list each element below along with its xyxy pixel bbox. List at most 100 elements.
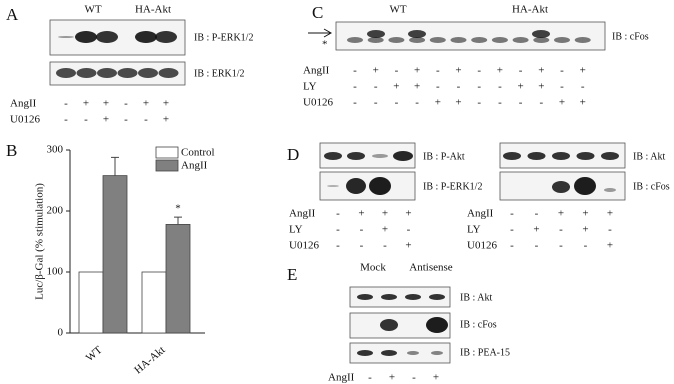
- band: [381, 294, 397, 300]
- band: [491, 37, 508, 43]
- blot: [349, 342, 451, 364]
- treatment-sign: +: [382, 208, 388, 220]
- treatment-sign: -: [84, 114, 88, 126]
- treatment-sign: +: [580, 65, 586, 77]
- treatment-sign: -: [559, 240, 563, 252]
- band: [471, 37, 488, 43]
- treatment-sign: +: [414, 65, 420, 77]
- treatment-sign: -: [395, 97, 399, 109]
- band: [96, 31, 118, 43]
- treatment-sign: -: [477, 97, 481, 109]
- band: [429, 294, 445, 300]
- group-label: WT: [389, 4, 406, 16]
- treatment-sign: -: [124, 98, 128, 110]
- treatment-sign: -: [336, 240, 340, 252]
- treatment-sign: -: [608, 224, 612, 236]
- band: [117, 68, 138, 78]
- band: [381, 350, 397, 356]
- band: [367, 37, 384, 43]
- row-label: U0126: [289, 240, 319, 252]
- band: [552, 152, 570, 160]
- treatment-sign: -: [560, 65, 564, 77]
- treatment-sign: -: [336, 224, 340, 236]
- treatment-sign: -: [360, 240, 364, 252]
- band: [380, 319, 398, 331]
- treatment-sign: -: [374, 97, 378, 109]
- band: [158, 68, 179, 78]
- treatment-sign: +: [103, 114, 109, 126]
- band: [532, 30, 550, 38]
- treatment-sign: -: [368, 372, 372, 384]
- treatment-sign: -: [374, 81, 378, 93]
- treatment-sign: -: [519, 65, 523, 77]
- band: [527, 152, 546, 160]
- treatment-sign: -: [412, 372, 416, 384]
- treatment-sign: -: [436, 81, 440, 93]
- treatment-sign: +: [143, 98, 149, 110]
- panel-letter: A: [6, 5, 19, 24]
- treatment-sign: +: [607, 208, 613, 220]
- treatment-sign: -: [539, 97, 543, 109]
- row-label: AngII: [328, 372, 355, 384]
- treatment-sign: +: [517, 81, 523, 93]
- treatment-sign: +: [414, 81, 420, 93]
- bar: [141, 271, 167, 334]
- y-tick-label: 100: [47, 266, 64, 278]
- row-label: LY: [303, 81, 317, 93]
- band: [388, 37, 405, 43]
- treatment-sign: +: [382, 224, 388, 236]
- x-tick-label: HA-Akt: [132, 344, 167, 376]
- treatment-sign: +: [433, 372, 439, 384]
- row-label: LY: [289, 224, 303, 236]
- group-label: HA-Akt: [135, 4, 171, 16]
- band: [135, 31, 157, 43]
- treatment-sign: -: [64, 114, 68, 126]
- x-tick-label: WT: [84, 344, 105, 364]
- treatment-sign: -: [477, 81, 481, 93]
- band: [347, 37, 363, 43]
- band: [393, 151, 413, 161]
- blot-label: IB : cFos: [460, 319, 497, 330]
- treatment-sign: -: [383, 240, 387, 252]
- panel-letter: C: [312, 3, 323, 22]
- treatment-sign: +: [163, 114, 169, 126]
- band: [533, 37, 550, 43]
- treatment-sign: -: [353, 65, 357, 77]
- row-label: U0126: [467, 240, 497, 252]
- blot: [349, 286, 451, 308]
- treatment-sign: -: [477, 65, 481, 77]
- treatment-sign: +: [103, 98, 109, 110]
- row-label: AngII: [467, 208, 494, 220]
- treatment-sign: +: [538, 81, 544, 93]
- band: [431, 351, 443, 355]
- treatment-sign: +: [582, 224, 588, 236]
- treatment-sign: -: [415, 97, 419, 109]
- band: [327, 185, 339, 187]
- treatment-sign: -: [559, 224, 563, 236]
- bar: [78, 271, 104, 334]
- treatment-sign: -: [510, 224, 514, 236]
- band: [155, 31, 177, 43]
- treatment-sign: -: [581, 81, 585, 93]
- band: [324, 152, 342, 160]
- treatment-sign: +: [455, 65, 461, 77]
- band-marker: *: [322, 39, 328, 51]
- treatment-sign: -: [457, 81, 461, 93]
- band: [574, 177, 596, 195]
- y-tick-label: 0: [58, 327, 64, 339]
- blot-label: IB : P-Akt: [423, 151, 465, 162]
- treatment-sign: -: [353, 97, 357, 109]
- group-label: Mock: [360, 262, 386, 274]
- treatment-sign: +: [607, 240, 613, 252]
- treatment-sign: +: [538, 65, 544, 77]
- legend-swatch: [155, 159, 179, 172]
- band: [56, 68, 76, 78]
- treatment-sign: -: [124, 114, 128, 126]
- row-label: AngII: [303, 65, 330, 77]
- treatment-sign: +: [358, 208, 364, 220]
- band: [357, 294, 373, 300]
- legend-swatch: [155, 146, 179, 159]
- panel-letter: B: [6, 141, 17, 160]
- treatment-sign: -: [560, 81, 564, 93]
